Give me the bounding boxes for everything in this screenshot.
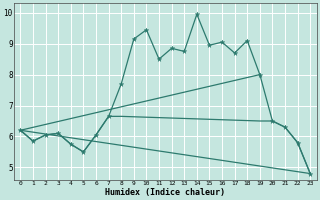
X-axis label: Humidex (Indice chaleur): Humidex (Indice chaleur) [105, 188, 225, 197]
